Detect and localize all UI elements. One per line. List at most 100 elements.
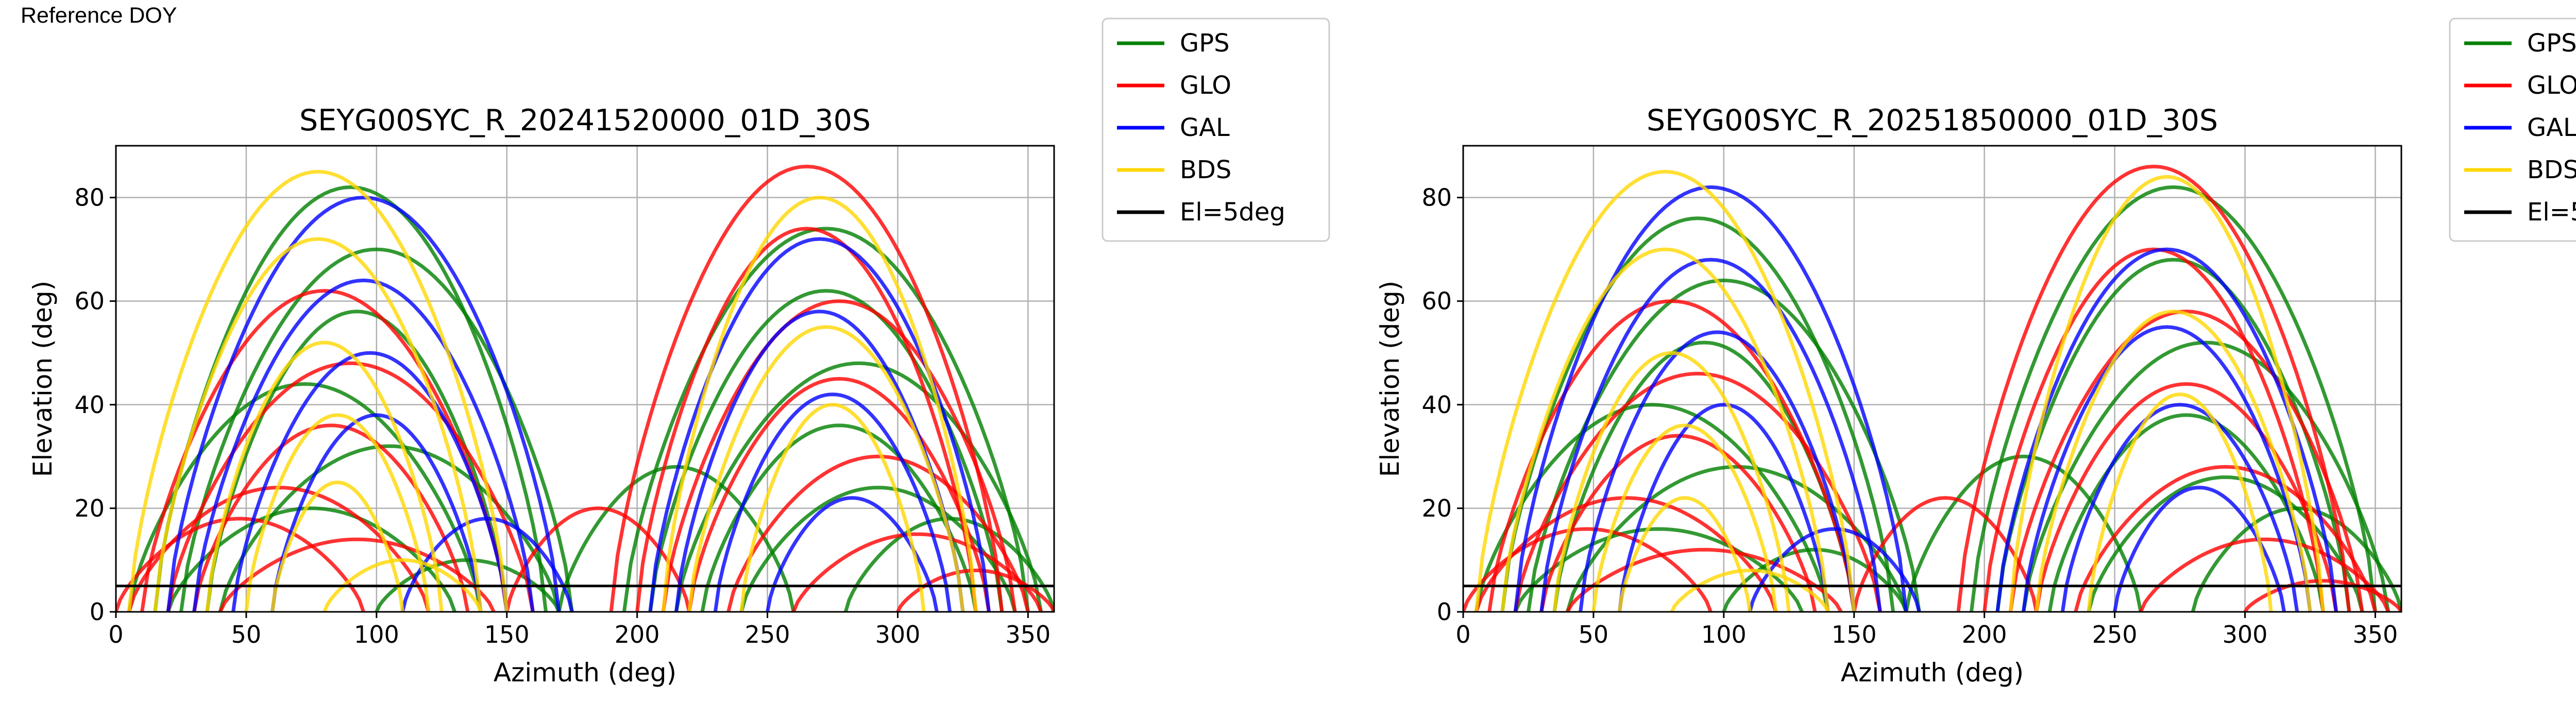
plot-area bbox=[1463, 164, 2401, 612]
series-arc-gal bbox=[2022, 325, 2312, 612]
series-arc-bds bbox=[687, 325, 965, 612]
series-arc-glo bbox=[726, 454, 1030, 612]
x-tick-label: 200 bbox=[1962, 621, 2007, 648]
legend-label: GLO bbox=[2527, 71, 2576, 100]
series-arc-gal bbox=[1539, 258, 1882, 612]
series-arc-gal bbox=[192, 278, 535, 612]
x-tick-label: 0 bbox=[1455, 621, 1470, 648]
series-arc-glo bbox=[2008, 310, 2364, 612]
series-arc-bds bbox=[1552, 351, 1791, 612]
series-arc-gps bbox=[2047, 413, 2325, 612]
series-arc-gps bbox=[2191, 506, 2401, 612]
series-arc-gal bbox=[1748, 527, 1921, 612]
x-axis-label: Azimuth (deg) bbox=[1841, 658, 2024, 688]
series-arc-gal bbox=[713, 392, 952, 612]
series-arc-bds bbox=[1591, 423, 1778, 612]
series-arc-gal bbox=[2113, 486, 2286, 612]
series-arc-gal bbox=[270, 413, 483, 612]
series-arc-gal bbox=[1579, 330, 1856, 612]
x-tick-label: 100 bbox=[354, 621, 399, 648]
series-arc-bds bbox=[661, 196, 978, 612]
x-tick-label: 300 bbox=[2223, 621, 2268, 648]
legend-label: GPS bbox=[1180, 29, 1230, 58]
legend-label: GLO bbox=[1180, 71, 1231, 100]
x-axis-label: Azimuth (deg) bbox=[494, 658, 676, 688]
series-arc-bds bbox=[739, 403, 926, 612]
series-arc-bds bbox=[1474, 169, 1856, 612]
legend-label: El=5deg bbox=[1180, 198, 1285, 227]
series-arc-gps bbox=[127, 382, 483, 612]
series-arc-glo bbox=[2243, 579, 2401, 612]
series-arc-glo bbox=[791, 532, 1043, 612]
y-tick-label: 20 bbox=[74, 494, 105, 522]
series-arc-glo bbox=[635, 227, 978, 612]
y-axis-label: Elevation (deg) bbox=[1375, 281, 1405, 477]
chart-1: 0 50 100 150 200 250 300 350 0 20 40 60 80 SEYG00SYC_… bbox=[28, 18, 1330, 688]
legend-label: GAL bbox=[1180, 113, 1230, 142]
series-arc-bds bbox=[127, 169, 509, 612]
series-arc-bds bbox=[323, 558, 483, 612]
legend-box bbox=[1101, 18, 1330, 242]
x-tick-label: 300 bbox=[875, 621, 921, 648]
page-label: Reference DOY bbox=[21, 3, 177, 28]
legend-label: GAL bbox=[2527, 113, 2576, 142]
series-arc-gps bbox=[205, 310, 509, 612]
series-arc-glo bbox=[2139, 537, 2390, 612]
legend-box bbox=[2449, 18, 2576, 242]
series-arc-gps bbox=[557, 465, 795, 612]
legend-label: GPS bbox=[2527, 29, 2576, 58]
series-arc-glo bbox=[2035, 382, 2338, 612]
legend: GPS GLO GAL BDS El=5deg bbox=[2449, 18, 2576, 242]
series-arc-gps bbox=[622, 227, 1030, 612]
y-tick-label: 80 bbox=[74, 184, 105, 212]
series-arc-gps bbox=[843, 517, 1054, 612]
series-arc-glo bbox=[1463, 527, 1713, 612]
x-tick-label: 100 bbox=[1701, 621, 1747, 648]
series-arc-bds bbox=[2008, 175, 2325, 612]
series-arc-glo bbox=[1956, 164, 2351, 612]
x-tick-label: 50 bbox=[231, 621, 262, 648]
series-arc-gal bbox=[766, 496, 939, 612]
y-axis-label: Elevation (deg) bbox=[28, 281, 58, 477]
series-arc-gps bbox=[1500, 216, 1895, 612]
chart-title: SEYG00SYC_R_20251850000_01D_30S bbox=[1647, 104, 2218, 138]
x-tick-label: 250 bbox=[2092, 621, 2138, 648]
series-arc-gal bbox=[400, 517, 574, 612]
series-arc-bds bbox=[244, 413, 431, 612]
series-arc-gal bbox=[231, 351, 509, 612]
x-tick-label: 350 bbox=[1006, 621, 1051, 648]
legend-label: BDS bbox=[2527, 156, 2576, 184]
y-tick-label: 0 bbox=[1437, 598, 1452, 626]
x-tick-label: 250 bbox=[745, 621, 790, 648]
series-arc-bds bbox=[2035, 310, 2312, 612]
series-arc-bds bbox=[205, 340, 444, 612]
series-arc-glo bbox=[609, 164, 1004, 612]
series-arc-glo bbox=[140, 289, 509, 612]
y-tick-label: 20 bbox=[1421, 494, 1452, 522]
series-arc-gps bbox=[674, 361, 1043, 612]
y-tick-label: 40 bbox=[1421, 391, 1452, 419]
series-arc-gal bbox=[1995, 247, 2338, 612]
series-arc-glo bbox=[661, 299, 1017, 612]
x-tick-label: 0 bbox=[108, 621, 123, 648]
axes-frame bbox=[1462, 145, 2402, 613]
series-arc-bds bbox=[153, 237, 483, 612]
legend: GPS GLO GAL BDS El=5deg bbox=[1101, 18, 1330, 242]
y-tick-label: 60 bbox=[74, 287, 105, 315]
series-arc-gal bbox=[1513, 185, 1908, 612]
series-arc-gps bbox=[1969, 185, 2377, 612]
x-tick-label: 150 bbox=[1832, 621, 1877, 648]
series-arc-gal bbox=[166, 196, 561, 612]
series-arc-gal bbox=[2060, 403, 2299, 612]
series-arc-glo bbox=[116, 517, 365, 612]
series-arc-gps bbox=[2087, 475, 2364, 612]
series-arc-bds bbox=[2087, 392, 2273, 612]
series-arc-glo bbox=[192, 423, 470, 612]
series-arc-bds bbox=[1618, 496, 1752, 612]
y-tick-label: 0 bbox=[90, 598, 105, 626]
x-tick-label: 200 bbox=[615, 621, 660, 648]
series-arc-gps bbox=[1474, 403, 1830, 612]
series-arc-glo bbox=[1487, 299, 1856, 612]
y-tick-label: 40 bbox=[74, 391, 105, 419]
